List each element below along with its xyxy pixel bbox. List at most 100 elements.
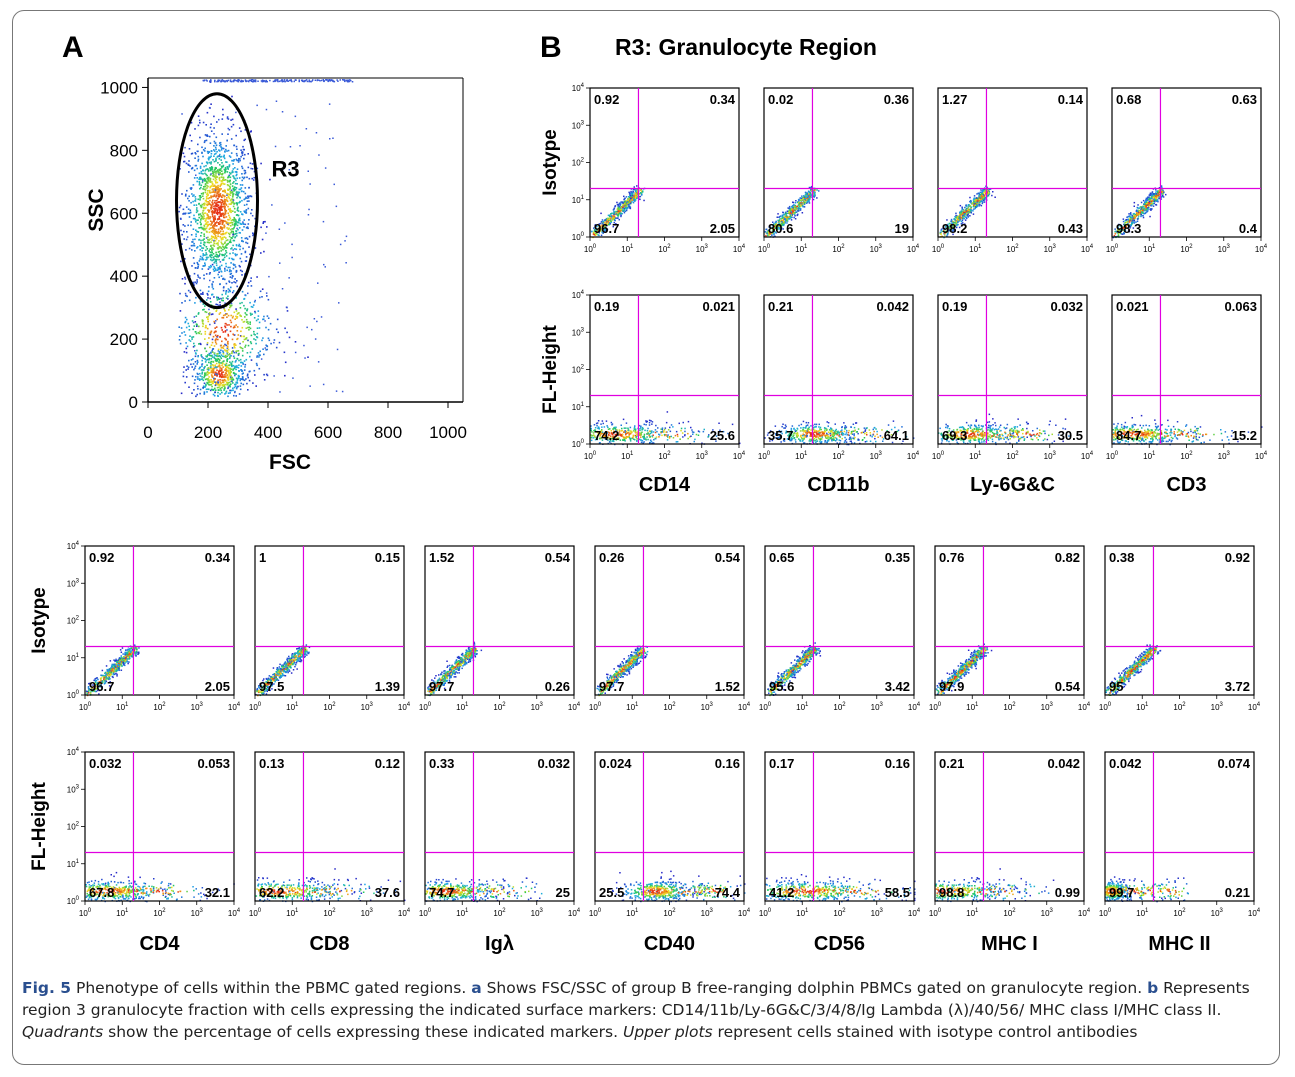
x-log-tick-exponent: 0 (598, 908, 602, 914)
quadrant-value-upper-left: 0.19 (942, 299, 967, 314)
quadrant-value-upper-right: 0.12 (375, 756, 400, 771)
x-log-tick-label: 102 (1180, 451, 1193, 461)
x-log-tick-exponent: 3 (200, 908, 204, 914)
quadrant-value-upper-right: 0.074 (1217, 756, 1250, 771)
x-log-tick-label: 102 (493, 702, 506, 712)
x-log-tick-exponent: 0 (1115, 451, 1119, 457)
x-log-tick-label: 102 (1173, 908, 1186, 918)
x-log-tick-exponent: 4 (1087, 908, 1091, 914)
x-log-tick-label: 104 (907, 451, 920, 461)
x-log-tick-label: 100 (79, 908, 92, 918)
x-log-tick-exponent: 3 (880, 702, 884, 708)
x-log-tick-exponent: 1 (975, 702, 979, 708)
y-axis-title: SSC (85, 188, 108, 231)
x-log-tick-label: 102 (153, 702, 166, 712)
x-log-tick-exponent: 2 (1189, 451, 1193, 457)
x-log-tick-exponent: 3 (705, 451, 709, 457)
x-log-tick-label: 101 (795, 244, 808, 254)
x-log-tick-exponent: 3 (540, 702, 544, 708)
quadrant-value-upper-left: 0.021 (1116, 299, 1149, 314)
x-log-tick-label: 104 (398, 908, 411, 918)
x-log-tick-label: 102 (1006, 451, 1019, 461)
quadrant-value-upper-right: 0.35 (885, 550, 910, 565)
x-log-tick-label: 103 (531, 702, 544, 712)
x-log-tick-exponent: 4 (577, 908, 581, 914)
y-log-tick-label: 104 (572, 83, 585, 93)
x-log-tick-exponent: 1 (125, 702, 129, 708)
x-log-tick-exponent: 2 (502, 908, 506, 914)
x-log-tick-label: 103 (1041, 908, 1054, 918)
x-log-tick-label: 101 (626, 908, 639, 918)
x-log-tick-exponent: 4 (742, 451, 746, 457)
panel-label-b: B (540, 31, 562, 64)
marker-label: CD14 (639, 474, 691, 496)
x-log-tick-exponent: 3 (1053, 244, 1057, 250)
y-log-tick-label: 101 (67, 653, 80, 663)
quadrant-value-upper-left: 0.042 (1109, 756, 1142, 771)
quadrant-value-lower-left: 96.7 (594, 221, 619, 236)
x-log-tick-label: 104 (908, 908, 921, 918)
x-log-tick-exponent: 0 (938, 702, 942, 708)
quadrant-value-upper-left: 0.02 (768, 92, 793, 107)
x-tick-label: 400 (254, 423, 282, 442)
marker-label: MHC I (981, 933, 1038, 955)
x-tick-label: 1000 (429, 423, 467, 442)
x-log-tick-label: 102 (323, 908, 336, 918)
x-log-tick-label: 100 (758, 244, 771, 254)
row-label: FL-Height (540, 325, 561, 414)
y-log-tick-label: 102 (67, 616, 80, 626)
x-log-tick-label: 100 (1099, 702, 1112, 712)
y-log-tick-label: 101 (67, 859, 80, 869)
x-log-tick-exponent: 0 (88, 908, 92, 914)
x-log-tick-label: 100 (759, 702, 772, 712)
y-log-tick-exponent: 2 (581, 158, 585, 164)
plot-border (1112, 295, 1261, 444)
density-cluster-3 (178, 234, 308, 393)
x-log-tick-exponent: 3 (1053, 451, 1057, 457)
x-log-tick-exponent: 4 (917, 702, 921, 708)
caption-upper-text: represent cells stained with isotype con… (713, 1023, 1138, 1041)
x-log-tick-label: 101 (969, 451, 982, 461)
x-log-tick-exponent: 2 (1015, 244, 1019, 250)
y-log-tick-exponent: 2 (76, 616, 80, 622)
x-log-tick-exponent: 4 (1257, 908, 1261, 914)
y-log-tick-label: 100 (572, 232, 585, 242)
quadrant-value-upper-left: 0.21 (768, 299, 793, 314)
x-log-tick-label: 104 (1248, 908, 1261, 918)
x-log-tick-exponent: 2 (667, 244, 671, 250)
x-log-tick-exponent: 1 (465, 702, 469, 708)
x-log-tick-label: 102 (1003, 908, 1016, 918)
x-log-tick-label: 103 (1218, 244, 1231, 254)
quadrant-value-lower-right: 2.05 (205, 679, 230, 694)
x-log-tick-exponent: 2 (1189, 244, 1193, 250)
quadrant-value-lower-left: 35.7 (768, 428, 793, 443)
y-tick-label: 1000 (100, 78, 138, 97)
y-log-tick-exponent: 2 (76, 822, 80, 828)
quadrant-value-upper-right: 0.54 (715, 550, 741, 565)
row-label: Isotype (540, 129, 561, 196)
quadrant-value-lower-right: 19 (895, 221, 909, 236)
quadrant-value-upper-right: 0.36 (884, 92, 909, 107)
quadrant-value-upper-right: 0.14 (1058, 92, 1084, 107)
x-log-tick-label: 104 (1255, 244, 1268, 254)
x-log-tick-label: 101 (1143, 451, 1156, 461)
quadrant-value-lower-right: 15.2 (1232, 428, 1257, 443)
x-log-tick-exponent: 0 (1108, 908, 1112, 914)
caption-a-label: a (471, 979, 481, 997)
x-log-tick-label: 101 (286, 908, 299, 918)
y-log-tick-exponent: 3 (581, 327, 585, 333)
x-log-tick-exponent: 0 (767, 244, 771, 250)
x-log-tick-exponent: 2 (672, 908, 676, 914)
marker-label: CD8 (309, 933, 349, 955)
x-log-tick-exponent: 4 (237, 702, 241, 708)
y-log-tick-exponent: 0 (581, 439, 585, 445)
x-log-tick-exponent: 1 (1145, 908, 1149, 914)
caption-quadrants-text: show the percentage of cells expressing … (103, 1023, 623, 1041)
quadrant-value-upper-left: 0.92 (594, 92, 619, 107)
quadrant-value-upper-left: 1 (259, 550, 266, 565)
y-log-tick-exponent: 3 (581, 120, 585, 126)
